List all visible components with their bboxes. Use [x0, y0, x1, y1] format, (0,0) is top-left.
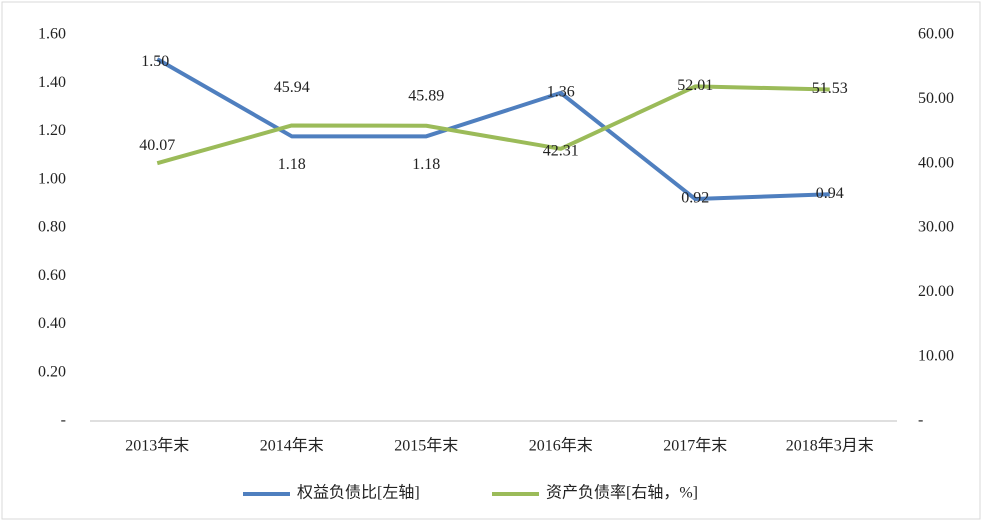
y-tick-label: 0.20	[38, 363, 66, 380]
data-label: 51.53	[812, 80, 848, 97]
data-label: 1.36	[547, 84, 575, 101]
y-tick-label: 1.20	[38, 122, 66, 139]
y2-tick-label: 60.00	[918, 26, 954, 43]
y2-tick-label: 20.00	[918, 283, 954, 300]
y-tick-label: -	[61, 412, 66, 429]
y-tick-label: 1.00	[38, 170, 66, 187]
data-label: 45.89	[408, 87, 444, 104]
series-line	[156, 57, 830, 202]
y2-tick-label: 40.00	[918, 154, 954, 171]
x-tick-label: 2017年末	[663, 437, 727, 455]
y-tick-label: 0.80	[38, 219, 66, 236]
series-line	[156, 84, 830, 166]
data-label: 1.50	[141, 53, 169, 70]
y-tick-label: 1.40	[38, 74, 66, 91]
data-label: 0.92	[681, 190, 709, 207]
data-label: 52.01	[677, 77, 713, 94]
y2-tick-label: 50.00	[918, 90, 954, 107]
data-label: 45.94	[274, 79, 310, 96]
x-tick-label: 2015年末	[394, 437, 458, 455]
y2-tick-label: 30.00	[918, 219, 954, 236]
x-tick-label: 2014年末	[260, 437, 324, 455]
data-label: 0.94	[816, 185, 844, 202]
data-label: 42.31	[543, 142, 579, 159]
x-tick-label: 2016年末	[529, 437, 593, 455]
data-label: 1.18	[278, 156, 306, 173]
data-label: 40.07	[139, 137, 175, 154]
y-tick-label: 1.60	[38, 26, 66, 43]
y-tick-label: 0.60	[38, 267, 66, 284]
legend-label: 资产负债率[右轴，%]	[546, 484, 698, 502]
y2-tick-label: -	[918, 412, 923, 429]
y-tick-label: 0.40	[38, 315, 66, 332]
x-tick-label: 2018年3月末	[786, 437, 874, 455]
data-label: 1.18	[412, 156, 440, 173]
y2-tick-label: 10.00	[918, 347, 954, 364]
legend-label: 权益负债比[左轴]	[297, 484, 420, 502]
x-tick-label: 2013年末	[125, 437, 189, 455]
